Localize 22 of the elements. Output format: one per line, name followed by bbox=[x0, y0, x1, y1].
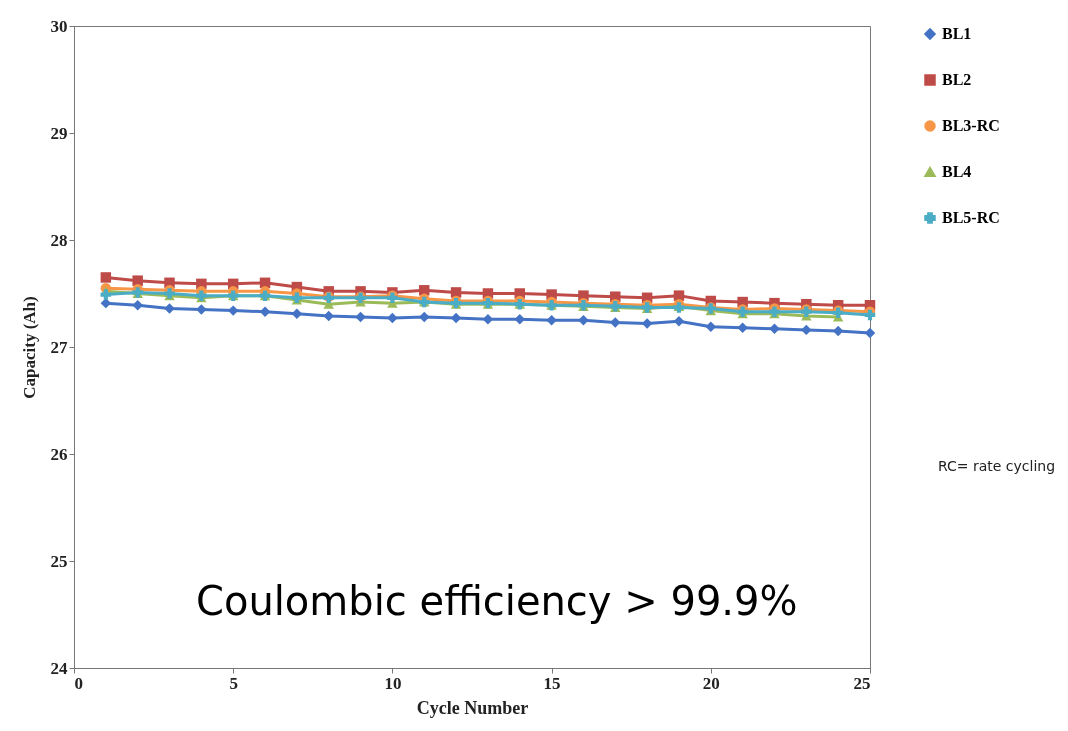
x-tick-label: 25 bbox=[853, 673, 871, 693]
x-axis-title: Cycle Number bbox=[416, 697, 529, 718]
y-axis-title: Capacity (Ah) bbox=[19, 296, 39, 399]
x-tick-label: 5 bbox=[229, 673, 238, 693]
legend-label: BL1 bbox=[942, 25, 972, 42]
y-tick-label: 29 bbox=[50, 123, 68, 143]
x-tick-label: 20 bbox=[702, 673, 720, 693]
y-tick-label: 26 bbox=[50, 444, 68, 464]
y-tick-label: 24 bbox=[50, 658, 68, 678]
x-tick-label: 0 bbox=[74, 673, 83, 693]
x-tick-label: 10 bbox=[384, 673, 402, 693]
legend-label: BL5-RC bbox=[942, 209, 1000, 226]
annotation: Coulombic efficiency > 99.9% bbox=[196, 578, 798, 624]
text: RC= rate cycling bbox=[938, 458, 1056, 474]
x-tick-label: 15 bbox=[543, 673, 561, 693]
y-tick-label: 28 bbox=[50, 230, 68, 250]
legend-label: BL2 bbox=[942, 71, 972, 88]
legend-label: BL3-RC bbox=[942, 117, 1000, 134]
y-tick-label: 25 bbox=[50, 551, 68, 571]
y-tick-label: 27 bbox=[50, 337, 68, 357]
legend-label: BL4 bbox=[942, 163, 972, 180]
y-tick-label: 30 bbox=[50, 16, 68, 36]
